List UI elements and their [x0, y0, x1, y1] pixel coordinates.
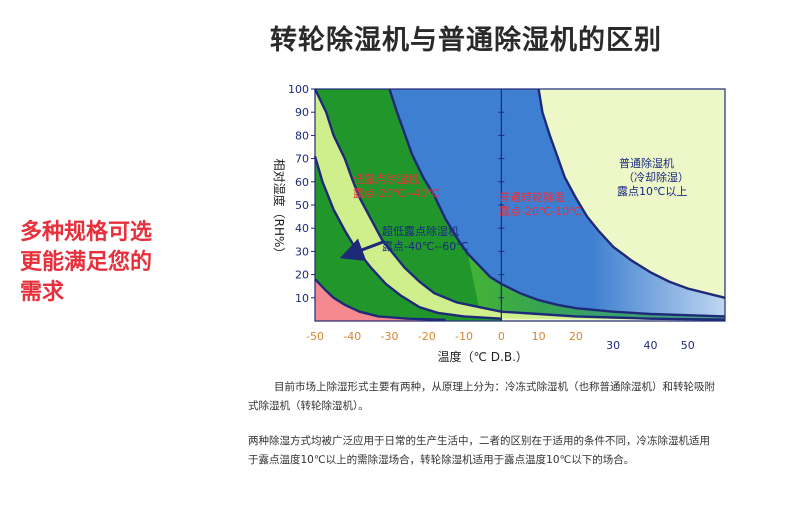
x-tick-label: -50 [306, 330, 324, 343]
annotation-arrow [339, 238, 384, 262]
annotation-low-dewpoint-name: 低露点除湿机 [353, 172, 419, 186]
y-tick-label: 30 [295, 245, 309, 258]
y-tick-label: 60 [295, 176, 309, 189]
promo-line: 需求 [20, 280, 65, 305]
y-tick-label: 70 [295, 153, 309, 166]
promo-line: 多种规格可选 [20, 220, 153, 245]
region-blend [467, 253, 725, 320]
y-tick-label: 10 [295, 292, 309, 305]
region-deep-band [315, 156, 502, 321]
dewpoint-curve-4 [388, 88, 726, 318]
y-tick-label: 40 [295, 222, 309, 235]
description-line: 式除湿机（转轮除湿机）。 [248, 400, 369, 412]
x-axis-label: 温度（℃ D.B.） [438, 349, 528, 364]
description-line: 两种除湿方式均被广泛应用于日常的生产生活中，二者的区别在于适用的条件不同，冷冻除… [248, 435, 710, 447]
region-conventional [389, 89, 725, 317]
x-tick-label: -10 [455, 330, 473, 343]
annotation-low-dewpoint-detail: 露点-20℃--40℃ [353, 187, 440, 200]
x-tick-label: 40 [643, 339, 657, 352]
description-line: 目前市场上除湿形式主要有两种，从原理上分为：冷冻式除湿机（也称普通除湿机）和转轮… [274, 381, 715, 393]
dewpoint-curve-5 [537, 88, 726, 299]
annotation-rotary-detail: 露点-20℃-10℃ [499, 205, 582, 218]
x-tick-label: 30 [606, 339, 620, 352]
x-tick-label: -30 [381, 330, 399, 343]
annotation-ultra-low-name: 超低露点除湿机 [382, 224, 459, 238]
annotation-conventional-name: 普通除湿机 [619, 156, 674, 170]
x-tick-label: 10 [532, 330, 546, 343]
x-tick-label: 50 [681, 339, 695, 352]
dehumidifier-chart: 10 20 30 40 50 60 70 80 90 100 -50 -40 -30 -20 -10 0 10 2… [272, 83, 726, 364]
page-title: 转轮除湿机与普通除湿机的区别 [270, 25, 662, 56]
description-paragraph: 目前市场上除湿形式主要有两种，从原理上分为：冷冻式除湿机（也称普通除湿机）和转轮… [248, 378, 788, 416]
description-line: 于露点温度10℃以上的需除湿场合，转轮除湿机适用于露点温度10℃以下的场合。 [248, 454, 635, 466]
y-tick-label: 50 [295, 199, 309, 212]
y-tick-label: 80 [295, 129, 309, 142]
promo-line: 更能满足您的 [20, 250, 153, 275]
y-axis-label: 相对湿度（RH%） [272, 159, 287, 260]
promo-text: 多种规格可选 更能满足您的 需求 [20, 218, 195, 308]
x-tick-label: 20 [569, 330, 583, 343]
x-tick-label: -20 [418, 330, 436, 343]
annotation-conventional-detail: （冷却除湿） [623, 170, 689, 184]
y-tick-label: 20 [295, 269, 309, 282]
dewpoint-curve-3 [313, 88, 726, 321]
y-tick-label: 90 [295, 106, 309, 119]
annotation-rotary-name: 普通转轮除湿 [499, 190, 565, 204]
dewpoint-curve-2 [313, 155, 502, 320]
annotation-conventional-detail: 露点10℃以上 [617, 185, 687, 198]
region-low-dewpoint [315, 89, 725, 320]
region-pink-corner [315, 279, 446, 321]
x-tick-label: -40 [343, 330, 361, 343]
y-tick-label: 100 [288, 83, 309, 96]
dewpoint-curve-1 [314, 278, 446, 321]
description-paragraph: 两种除湿方式均被广泛应用于日常的生产生活中，二者的区别在于适用的条件不同，冷冻除… [248, 432, 788, 470]
annotation-ultra-low-detail: 露点-40℃--60℃ [382, 240, 469, 253]
x-tick-label: 0 [498, 330, 505, 343]
